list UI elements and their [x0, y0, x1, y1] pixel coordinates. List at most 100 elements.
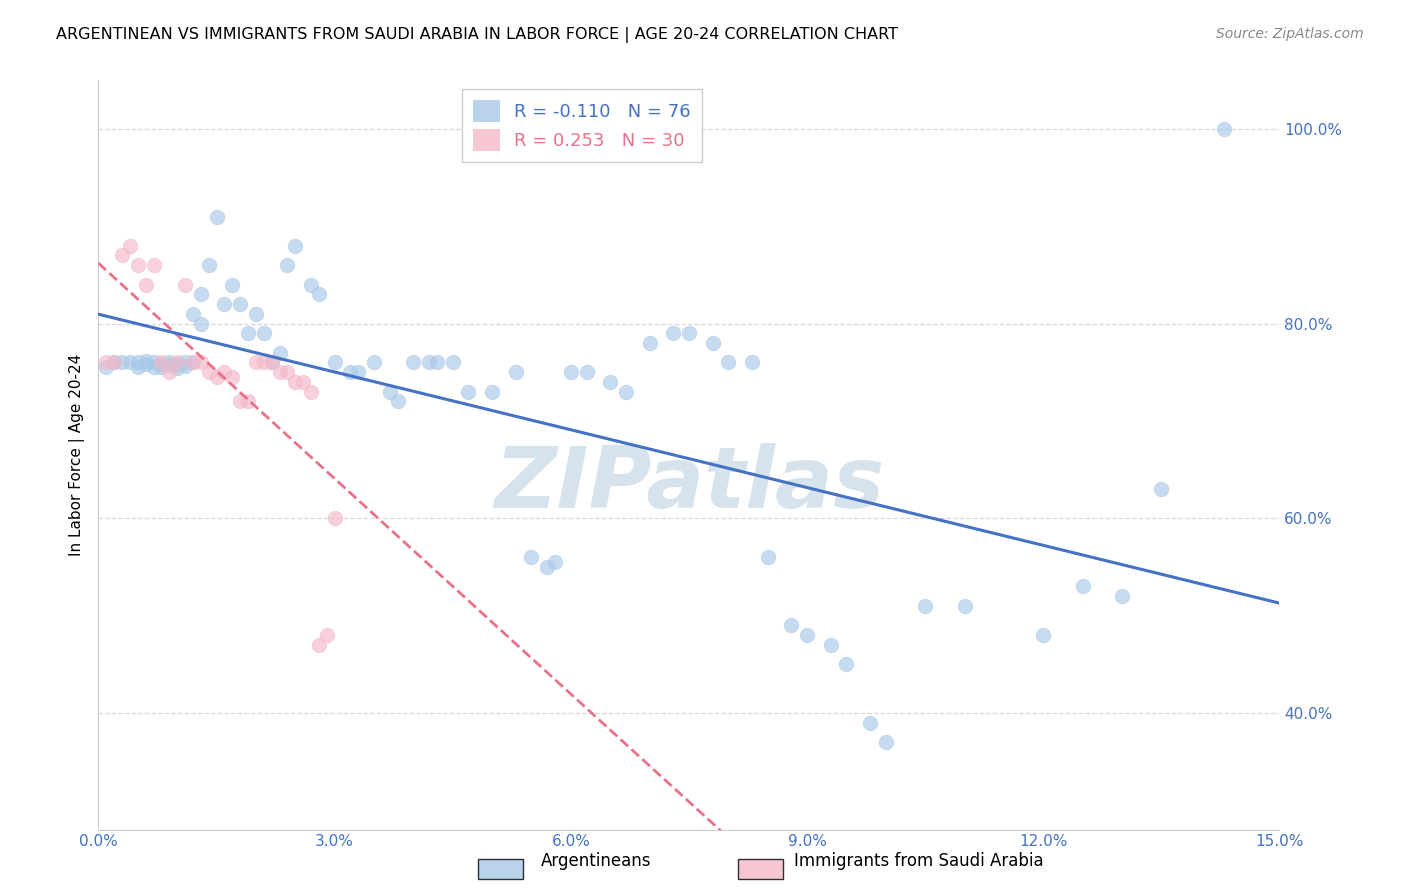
Point [426, 355, 449, 369]
Point [181, 355, 204, 369]
Point [323, 355, 346, 369]
Point [260, 355, 283, 369]
Point [166, 355, 188, 369]
Point [214, 297, 236, 311]
Point [150, 358, 173, 372]
Point [796, 628, 818, 642]
Point [544, 555, 567, 569]
Point [914, 599, 936, 613]
Point [150, 355, 173, 369]
Point [135, 353, 157, 368]
Point [953, 599, 976, 613]
Text: Source: ZipAtlas.com: Source: ZipAtlas.com [1216, 27, 1364, 41]
Point [118, 355, 141, 369]
Point [441, 355, 464, 369]
Point [127, 360, 149, 375]
Y-axis label: In Labor Force | Age 20-24: In Labor Force | Age 20-24 [69, 354, 84, 556]
Point [142, 355, 165, 369]
Point [96, 360, 118, 375]
Point [253, 326, 276, 341]
Point [875, 735, 897, 749]
Point [820, 638, 842, 652]
Point [205, 210, 228, 224]
Point [378, 384, 401, 399]
Point [245, 355, 267, 369]
Point [174, 277, 197, 292]
Point [299, 277, 322, 292]
Point [103, 355, 125, 369]
Text: ZIPatlas: ZIPatlas [494, 443, 884, 526]
Point [236, 394, 259, 409]
Point [780, 618, 803, 632]
Point [638, 336, 661, 351]
Point [835, 657, 858, 672]
Point [1111, 589, 1133, 603]
Point [339, 365, 361, 379]
Point [157, 355, 180, 369]
Point [111, 248, 134, 262]
Point [292, 375, 315, 389]
Point [457, 384, 479, 399]
Point [560, 365, 582, 379]
Point [520, 550, 543, 565]
Point [135, 358, 157, 372]
Point [197, 258, 219, 272]
Point [174, 355, 197, 369]
Point [245, 307, 267, 321]
Point [418, 355, 440, 369]
Point [284, 238, 307, 252]
Point [505, 365, 527, 379]
Point [96, 355, 118, 369]
Point [229, 394, 252, 409]
Point [157, 359, 180, 373]
Point [614, 384, 637, 399]
Point [221, 370, 243, 384]
Point [190, 287, 212, 301]
Point [166, 358, 188, 372]
Point [127, 258, 149, 272]
Point [717, 355, 740, 369]
Point [363, 355, 385, 369]
Point [150, 360, 173, 375]
Point [308, 638, 330, 652]
Point [174, 359, 197, 374]
Point [269, 365, 291, 379]
Point [142, 258, 165, 272]
Point [575, 365, 598, 379]
Point [678, 326, 700, 341]
Point [111, 355, 134, 369]
Point [599, 375, 621, 389]
Point [859, 715, 882, 730]
Point [323, 511, 346, 525]
Point [1150, 482, 1173, 496]
Text: ARGENTINEAN VS IMMIGRANTS FROM SAUDI ARABIA IN LABOR FORCE | AGE 20-24 CORRELATI: ARGENTINEAN VS IMMIGRANTS FROM SAUDI ARA… [56, 27, 898, 43]
Text: Argentineans: Argentineans [541, 852, 652, 870]
Point [299, 384, 322, 399]
Point [103, 355, 125, 369]
Point [157, 365, 180, 379]
Point [221, 277, 243, 292]
Point [402, 355, 425, 369]
Point [276, 258, 298, 272]
Point [1071, 579, 1094, 593]
Point [197, 365, 219, 379]
Point [253, 355, 276, 369]
Point [127, 355, 149, 369]
Point [662, 326, 685, 341]
Point [269, 345, 291, 359]
Point [536, 559, 558, 574]
Point [260, 355, 283, 369]
Point [205, 370, 228, 384]
Point [702, 336, 724, 351]
Point [214, 365, 236, 379]
Point [181, 307, 204, 321]
Point [741, 355, 763, 369]
Point [135, 277, 157, 292]
Point [190, 355, 212, 369]
Point [118, 238, 141, 252]
Point [166, 361, 188, 376]
Point [276, 365, 298, 379]
Point [1032, 628, 1054, 642]
Point [756, 550, 779, 565]
Point [315, 628, 337, 642]
